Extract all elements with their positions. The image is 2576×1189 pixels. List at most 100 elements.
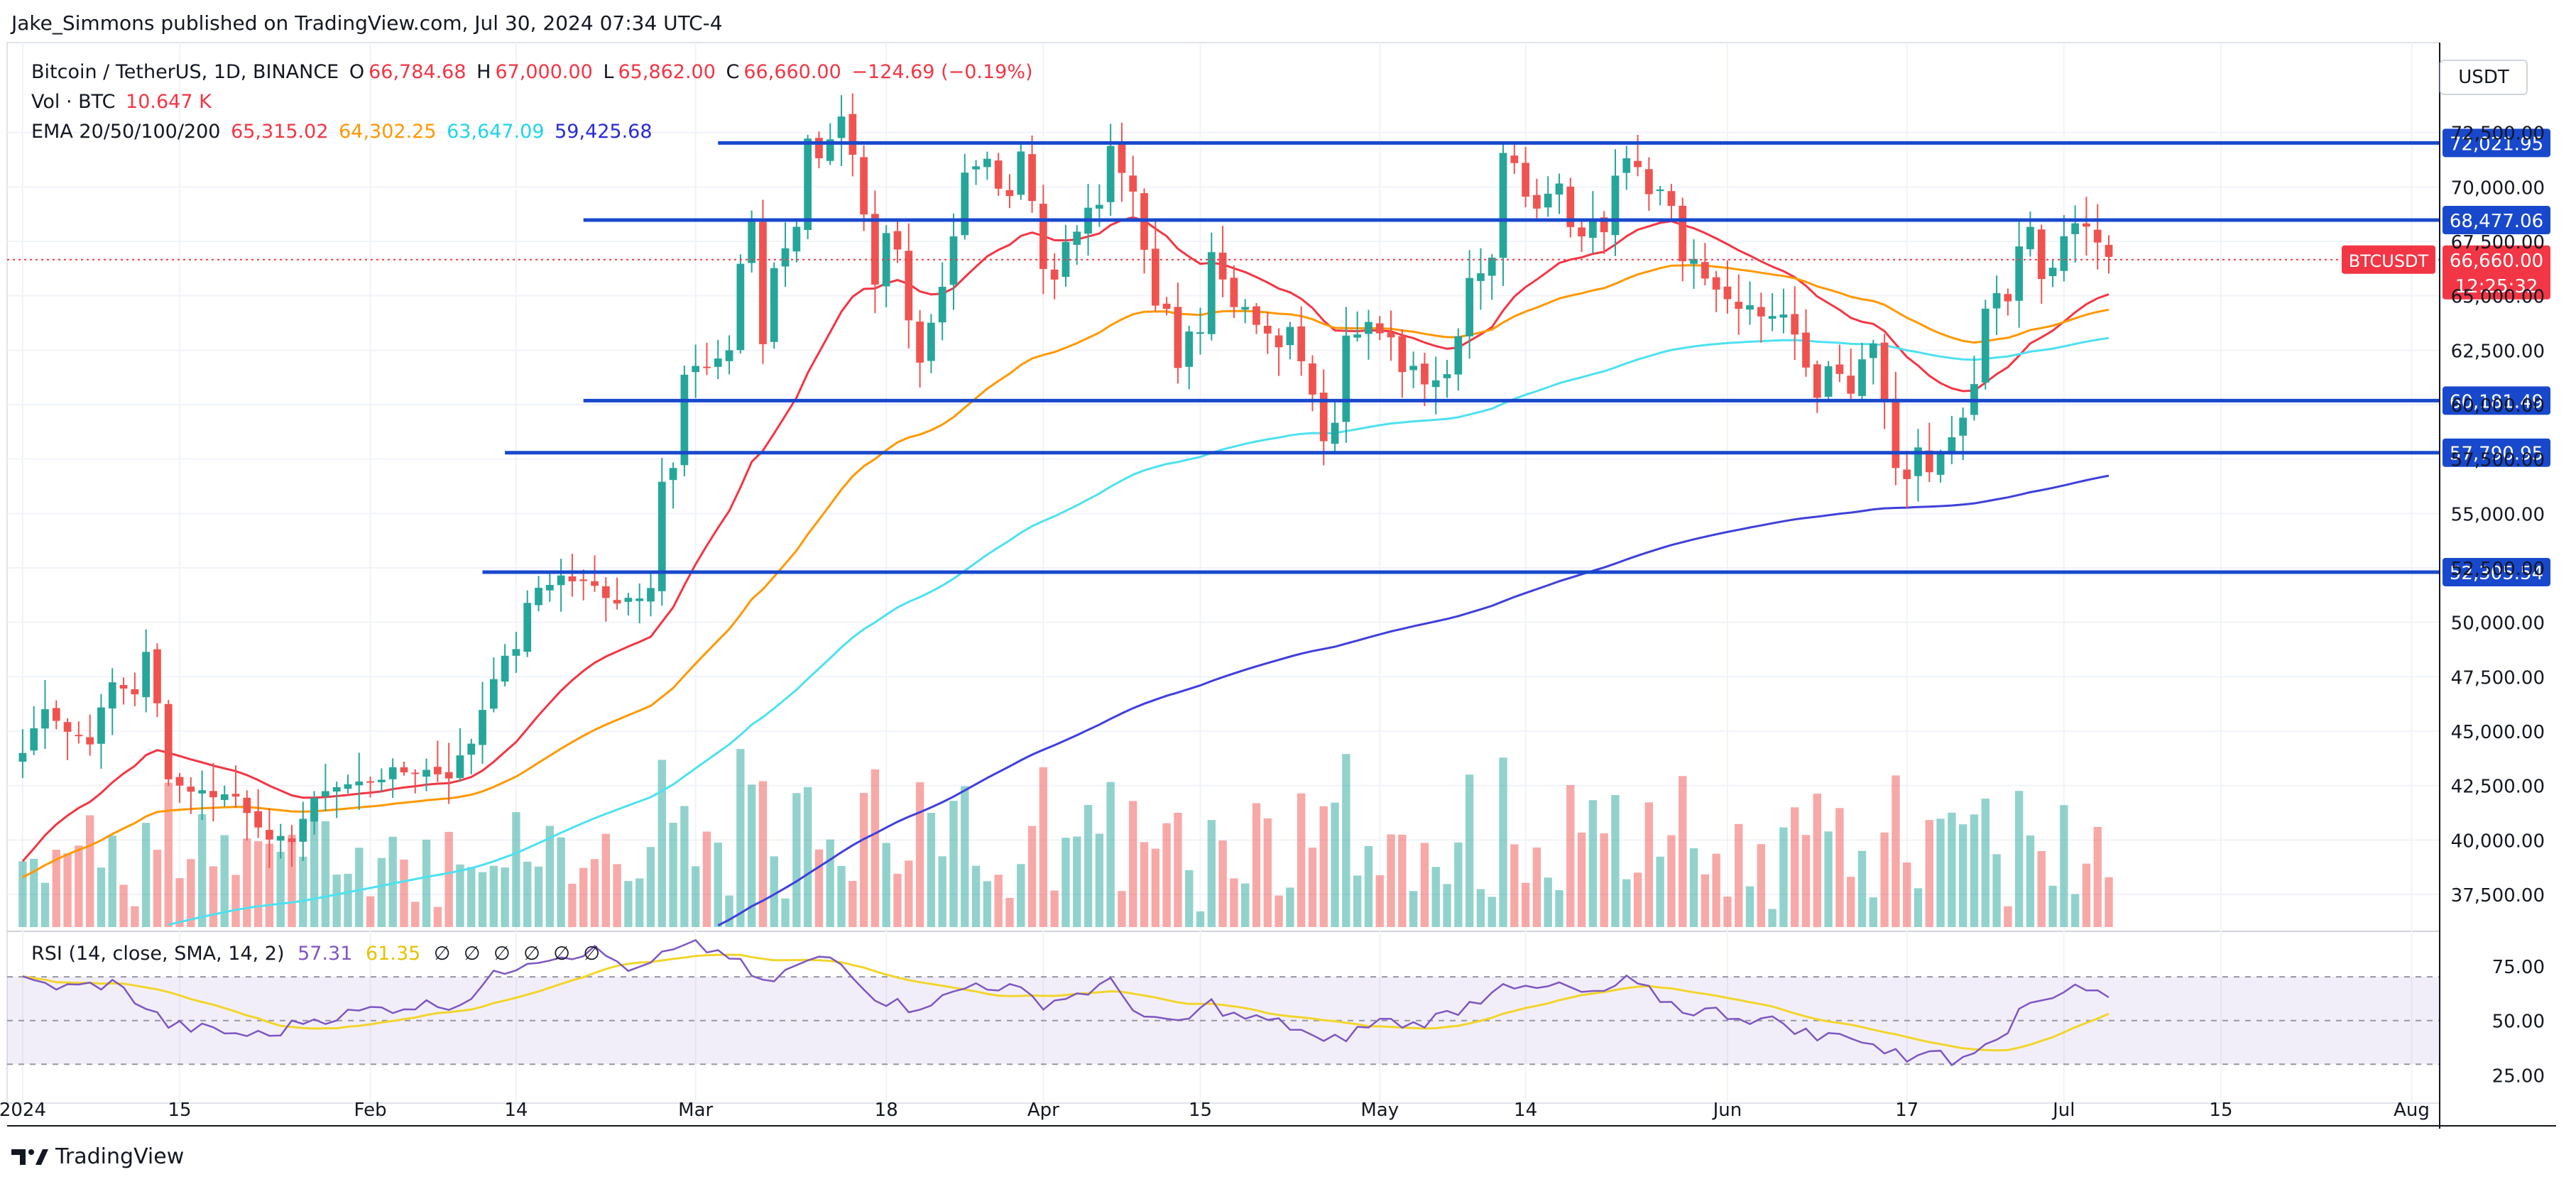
candle-body	[2093, 229, 2102, 243]
volume-bar	[1824, 831, 1833, 927]
volume-bar	[1331, 802, 1339, 927]
candle-body	[1319, 393, 1328, 442]
candle-body	[523, 603, 532, 652]
candle-body	[1712, 277, 1720, 290]
volume-bar	[1398, 834, 1407, 927]
volume-bar	[1532, 847, 1541, 927]
volume-bar	[1701, 874, 1710, 927]
volume-bar	[1667, 835, 1676, 927]
candle-body	[815, 138, 823, 158]
candle-body	[1656, 189, 1664, 192]
level-label-bg	[2443, 206, 2550, 235]
y-tick-label: 60,000.00	[2451, 395, 2545, 417]
volume-bar	[1735, 823, 1743, 927]
volume-bar	[1611, 795, 1620, 927]
candle-body	[1667, 191, 1676, 207]
candle-body	[725, 350, 733, 361]
volume-bar	[893, 873, 902, 927]
candle-body	[1073, 231, 1081, 245]
volume-bar	[1230, 878, 1238, 927]
volume-bar	[1129, 801, 1137, 927]
volume-bar	[220, 835, 229, 927]
candle-body	[669, 468, 677, 481]
volume-bar	[1757, 844, 1766, 927]
volume-bar	[1297, 793, 1306, 927]
volume-bar	[927, 813, 936, 927]
candle-body	[860, 157, 868, 215]
candle-body	[299, 818, 307, 842]
candle-body	[1252, 306, 1260, 325]
candle-body	[1622, 158, 1631, 173]
volume-bar	[30, 858, 38, 927]
volume-bar	[2004, 906, 2012, 927]
high-label: H	[476, 61, 491, 83]
volume-bar	[1275, 895, 1283, 927]
x-tick-label: Feb	[354, 1100, 387, 1121]
volume-bar	[1644, 802, 1654, 927]
volume-bar	[624, 881, 633, 927]
volume-bar	[131, 906, 139, 927]
ema-legend: EMA 20/50/100/200 65,315.02 64,302.25 63…	[31, 121, 657, 143]
volume-bar	[2093, 826, 2102, 927]
candle-body	[703, 366, 711, 368]
candle-body	[1566, 186, 1575, 227]
volume-bar	[590, 859, 599, 927]
volume-bar	[1140, 842, 1149, 927]
volume-bar	[433, 906, 442, 927]
candle-body	[1802, 332, 1810, 368]
volume-label[interactable]: Vol · BTC	[31, 91, 116, 113]
candle-body	[422, 769, 430, 777]
currency-selector[interactable]: USDT	[2440, 60, 2528, 95]
candle-body	[1477, 273, 1485, 281]
candle-body	[378, 779, 386, 783]
candle-body	[826, 139, 834, 161]
symbol-tag-bg	[2342, 245, 2435, 274]
candle-body	[1735, 302, 1743, 309]
candle-body	[1286, 327, 1294, 346]
volume-bar	[1869, 897, 1877, 927]
volume-bar	[1162, 823, 1171, 927]
candle-body	[882, 233, 890, 287]
volume-bar	[871, 769, 880, 927]
volume-bar	[489, 865, 498, 927]
candle-body	[657, 481, 666, 591]
candle-body	[1791, 314, 1799, 335]
rsi-label[interactable]: RSI (14, close, SMA, 14, 2)	[31, 943, 285, 965]
candle-body	[759, 221, 767, 344]
volume-bar	[1017, 864, 1025, 927]
volume-bar	[1510, 844, 1519, 927]
candle-body	[276, 835, 285, 841]
candle-body	[1925, 450, 1933, 473]
candle-body	[680, 374, 689, 466]
candle-body	[1028, 154, 1036, 202]
volume-bar	[725, 895, 733, 927]
symbol-name[interactable]: Bitcoin / TetherUS, 1D, BINANCE	[31, 61, 339, 83]
candle-body	[1005, 190, 1014, 197]
volume-bar	[1095, 833, 1104, 927]
volume-bar	[1342, 754, 1350, 927]
x-tick-label: May	[1360, 1100, 1399, 1121]
volume-bar	[792, 793, 801, 927]
volume-bar	[1488, 897, 1496, 927]
volume-bar	[702, 831, 711, 927]
candle-body	[467, 743, 476, 755]
candle-body	[1118, 144, 1126, 173]
candle-body	[635, 598, 644, 601]
tradingview-logo-icon	[11, 1149, 48, 1165]
candle-body	[535, 588, 542, 606]
volume-bar	[848, 881, 857, 927]
volume-bar	[1387, 834, 1395, 927]
x-tick-label: 15	[1189, 1100, 1212, 1121]
volume-bars	[18, 749, 2113, 927]
candle-body	[579, 579, 588, 581]
volume-bar	[119, 884, 128, 927]
x-tick-label: 14	[504, 1100, 528, 1121]
volume-bar	[781, 898, 790, 927]
candle-body	[1375, 323, 1384, 334]
volume-bar	[1622, 879, 1631, 927]
volume-bar	[938, 856, 946, 927]
volume-bar	[52, 850, 60, 927]
tradingview-footer[interactable]: TradingView	[11, 1144, 184, 1169]
ema-label[interactable]: EMA 20/50/100/200	[31, 121, 221, 143]
